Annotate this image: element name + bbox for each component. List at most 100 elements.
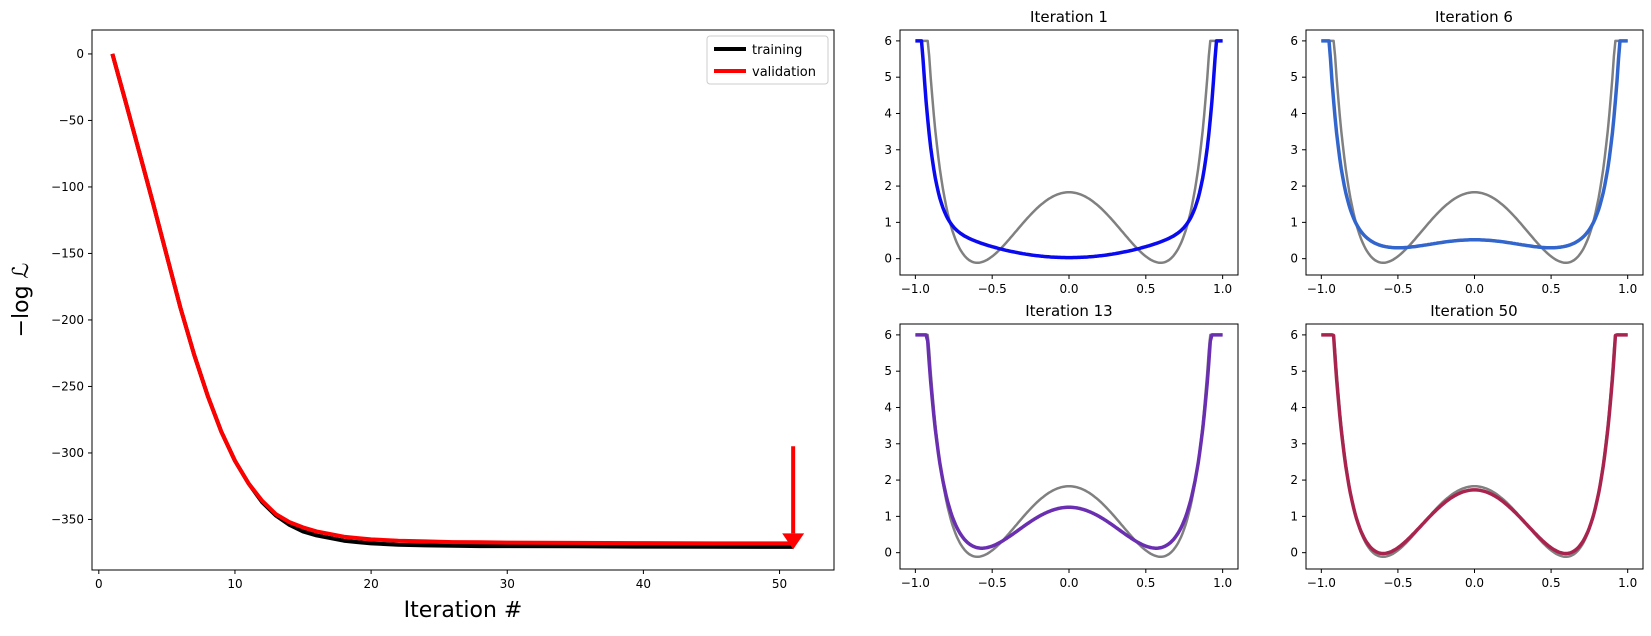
y-tick-label: 4 — [884, 106, 892, 120]
panel-iteration-1: Iteration 1 −1.0 −0.5 0.0 0.5 1.0 0 1 2 3 4 5 6 — [884, 8, 1239, 296]
reference-curve — [1321, 333, 1628, 559]
main-loss-panel: 0 10 20 30 40 500−50−100−150−200−250−300−350 … — [9, 29, 835, 623]
series-line-validation — [110, 53, 794, 546]
y-tick-label: 2 — [884, 179, 892, 193]
y-tick-label: 3 — [1290, 437, 1298, 451]
x-tick-label: −1.0 — [1307, 576, 1336, 590]
fitted-curve — [1321, 39, 1628, 250]
panel-iteration-50: Iteration 50 −1.0 −0.5 0.0 0.5 1.0 0 1 2 3 4 5 6 — [1290, 302, 1644, 590]
x-tick-label: 10 — [227, 577, 242, 591]
x-tick-label: −1.0 — [1307, 282, 1336, 296]
y-tick-label: 1 — [1290, 509, 1298, 523]
x-tick-label: −1.0 — [901, 282, 930, 296]
y-tick-label: 4 — [1290, 400, 1298, 414]
y-tick-label: 5 — [1290, 364, 1298, 378]
y-tick-label: 5 — [884, 364, 892, 378]
panel-title-iteration-1: Iteration 1 — [1030, 8, 1108, 26]
y-tick-label: 2 — [1290, 473, 1298, 487]
x-tick-label: 1.0 — [1213, 576, 1232, 590]
y-tick-label: 6 — [884, 34, 892, 48]
x-tick-label: 30 — [500, 577, 515, 591]
panel-3-frame — [899, 323, 1239, 570]
y-tick-label: −250 — [51, 379, 84, 393]
x-tick-label: 20 — [363, 577, 378, 591]
y-tick-label: 2 — [884, 473, 892, 487]
x-tick-label: −1.0 — [901, 576, 930, 590]
panel-1-frame — [899, 29, 1239, 276]
x-tick-label: 1.0 — [1618, 282, 1637, 296]
reference-curve — [915, 333, 1223, 559]
y-tick-label: 5 — [1290, 70, 1298, 84]
y-tick-label: 5 — [884, 70, 892, 84]
y-tick-label: 0 — [1290, 252, 1298, 266]
panel-title-iteration-13: Iteration 13 — [1025, 302, 1112, 320]
x-tick-label: 1.0 — [1618, 576, 1637, 590]
panel-iteration-13: Iteration 13 −1.0 −0.5 0.0 0.5 1.0 0 1 2 3 4 5 6 — [884, 302, 1239, 590]
panel-2-frame — [1305, 29, 1644, 276]
main-legend: training validation — [706, 35, 829, 85]
y-tick-label: 1 — [1290, 215, 1298, 229]
y-tick-label: 4 — [1290, 106, 1298, 120]
x-tick-label: 0 — [95, 577, 103, 591]
main-ylabel: −log ℒ — [9, 263, 34, 338]
x-tick-label: 0.5 — [1136, 576, 1155, 590]
y-tick-label: 6 — [884, 328, 892, 342]
x-tick-label: 1.0 — [1213, 282, 1232, 296]
panel-title-iteration-6: Iteration 6 — [1435, 8, 1513, 26]
y-tick-label: 4 — [884, 400, 892, 414]
x-tick-label: 0.5 — [1542, 282, 1561, 296]
x-tick-label: 0.0 — [1465, 576, 1484, 590]
y-tick-label: 2 — [1290, 179, 1298, 193]
reference-curve — [1321, 39, 1628, 265]
y-tick-label: 3 — [884, 437, 892, 451]
main-axes-frame — [91, 29, 835, 571]
y-tick-label: −100 — [51, 180, 84, 194]
x-tick-label: 40 — [636, 577, 651, 591]
x-tick-label: −0.5 — [978, 576, 1007, 590]
y-tick-label: −150 — [51, 246, 84, 260]
y-tick-label: 0 — [76, 47, 84, 61]
y-tick-label: −200 — [51, 313, 84, 327]
x-tick-label: 50 — [772, 577, 787, 591]
panel-title-iteration-50: Iteration 50 — [1430, 302, 1517, 320]
panel-3-curves — [915, 333, 1223, 559]
y-tick-label: 6 — [1290, 328, 1298, 342]
x-tick-label: 0.5 — [1136, 282, 1155, 296]
arrow-head — [782, 533, 805, 550]
y-tick-label: 6 — [1290, 34, 1298, 48]
panel-2-curves — [1321, 39, 1628, 265]
y-tick-label: 0 — [1290, 546, 1298, 560]
series-line-training — [110, 53, 794, 549]
main-xlabel: Iteration # — [404, 598, 523, 623]
x-tick-label: 0.0 — [1059, 282, 1078, 296]
main-grid-ticks: 0 10 20 30 40 50 0 −50 −100 −150 −200 −250 −300 −350 — [51, 47, 787, 591]
panel-4-ticks: −1.0 −0.5 0.0 0.5 1.0 0 1 2 3 4 5 6 — [1290, 328, 1637, 590]
panel-2-ticks: −1.0 −0.5 0.0 0.5 1.0 0 1 2 3 4 5 6 — [1290, 34, 1637, 296]
y-tick-label: 1 — [884, 509, 892, 523]
panel-1-curves — [915, 39, 1223, 265]
x-tick-label: 0.0 — [1465, 282, 1484, 296]
legend-label-training: training — [752, 43, 802, 58]
panel-iteration-6: Iteration 6 −1.0 −0.5 0.0 0.5 1.0 0 1 2 3 4 5 6 — [1290, 8, 1644, 296]
panel-4-frame — [1305, 323, 1644, 570]
x-tick-label: 0.0 — [1059, 576, 1078, 590]
y-tick-label: −50 — [59, 113, 84, 127]
fitted-curve — [915, 333, 1223, 550]
main-series-layer — [110, 53, 805, 550]
x-tick-label: 0.5 — [1542, 576, 1561, 590]
y-tick-label: 0 — [884, 252, 892, 266]
y-tick-label: 3 — [884, 143, 892, 157]
y-tick-label: 0 — [884, 546, 892, 560]
y-tick-label: −300 — [51, 446, 84, 460]
fitted-curve — [915, 39, 1223, 260]
y-tick-label: −350 — [51, 512, 84, 526]
y-tick-label: 3 — [1290, 143, 1298, 157]
x-tick-label: −0.5 — [1383, 282, 1412, 296]
panel-3-ticks: −1.0 −0.5 0.0 0.5 1.0 0 1 2 3 4 5 6 — [884, 328, 1232, 590]
reference-curve — [915, 39, 1223, 265]
panel-4-curves — [1321, 333, 1628, 559]
legend-label-validation: validation — [752, 65, 816, 80]
panel-1-ticks: −1.0 −0.5 0.0 0.5 1.0 0 1 2 3 4 5 6 — [884, 34, 1232, 296]
x-tick-label: −0.5 — [978, 282, 1007, 296]
